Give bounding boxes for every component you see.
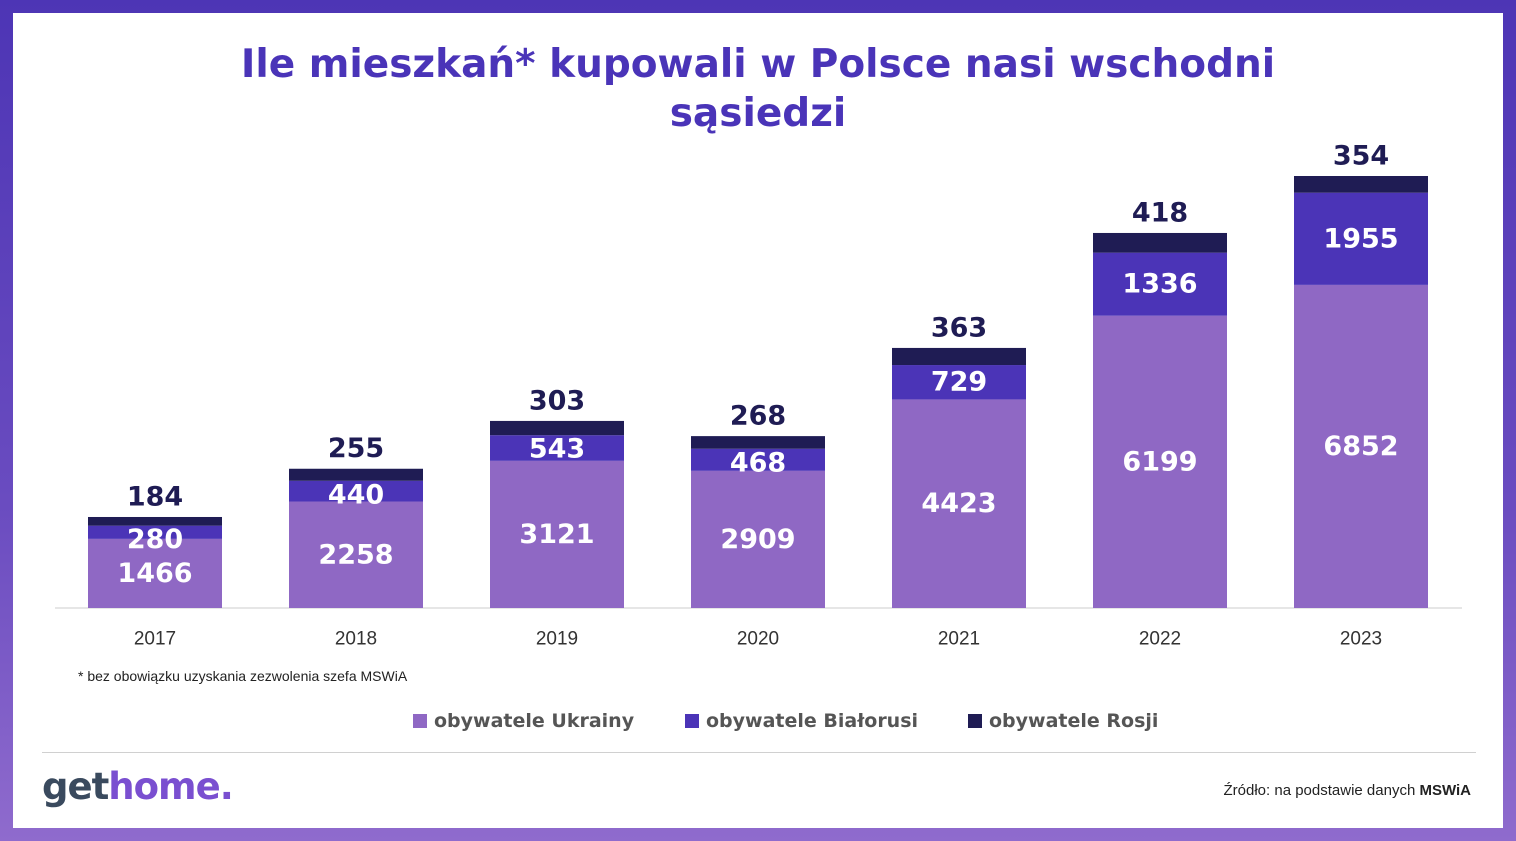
legend-swatch-ukraine xyxy=(413,714,427,728)
footer-divider xyxy=(42,752,1476,753)
footnote: * bez obowiązku uzyskania zezwolenia sze… xyxy=(78,668,408,684)
label-russia-2022: 418 xyxy=(1132,197,1188,228)
legend-swatch-russia xyxy=(968,714,982,728)
label-belarus-2023: 1955 xyxy=(1323,223,1398,254)
label-belarus-2020: 468 xyxy=(730,447,786,478)
source-note: Źródło: na podstawie danych MSWiA xyxy=(1224,782,1472,799)
x-tick-label-2017: 2017 xyxy=(134,629,176,650)
label-belarus-2022: 1336 xyxy=(1122,269,1197,300)
label-ukraine-2022: 6199 xyxy=(1122,446,1197,477)
bar-ukraine-2019 xyxy=(490,460,624,608)
bar-ukraine-2023 xyxy=(1294,284,1428,608)
label-ukraine-2023: 6852 xyxy=(1323,431,1398,462)
bar-ukraine-2020 xyxy=(691,470,825,608)
label-russia-2020: 268 xyxy=(730,401,786,432)
legend-swatch-belarus xyxy=(685,714,699,728)
x-tick-label-2021: 2021 xyxy=(938,629,980,650)
label-belarus-2019: 543 xyxy=(529,434,585,465)
label-ukraine-2021: 4423 xyxy=(921,488,996,519)
chart-title-text: Ile mieszkań* kupowali w Polsce nasi wsc… xyxy=(240,42,1276,136)
gethome-logo[interactable]: gethome. xyxy=(42,765,234,808)
legend-item-russia: obywatele Rosji xyxy=(968,710,1158,732)
bar-belarus-2017 xyxy=(88,525,222,539)
logo-part-home: home. xyxy=(108,765,233,808)
bar-russia-2020 xyxy=(691,436,825,449)
bar-belarus-2019 xyxy=(490,435,624,461)
source-name: MSWiA xyxy=(1419,782,1471,799)
bar-ukraine-2018 xyxy=(289,501,423,608)
chart-panel xyxy=(13,13,1503,828)
bar-russia-2019 xyxy=(490,420,624,436)
logo-part-get: get xyxy=(42,765,109,808)
legend-label-ukraine: obywatele Ukrainy xyxy=(434,710,635,732)
bar-ukraine-2017 xyxy=(88,538,222,608)
bar-belarus-2020 xyxy=(691,448,825,471)
bar-russia-2022 xyxy=(1093,232,1227,253)
legend-item-ukraine: obywatele Ukrainy xyxy=(413,710,634,732)
label-belarus-2017: 280 xyxy=(127,524,183,555)
bar-ukraine-2022 xyxy=(1093,315,1227,608)
x-tick-label-2022: 2022 xyxy=(1139,629,1181,650)
bar-belarus-2021 xyxy=(892,365,1026,400)
bar-belarus-2022 xyxy=(1093,252,1227,316)
bar-russia-2023 xyxy=(1294,176,1428,193)
x-tick-label-2018: 2018 xyxy=(335,629,377,650)
bar-ukraine-2021 xyxy=(892,399,1026,608)
label-ukraine-2018: 2258 xyxy=(318,539,393,570)
x-tick-label-2019: 2019 xyxy=(536,629,578,650)
label-russia-2019: 303 xyxy=(529,385,585,416)
bar-belarus-2018 xyxy=(289,480,423,502)
bar-russia-2021 xyxy=(892,347,1026,366)
bar-russia-2018 xyxy=(289,468,423,481)
label-belarus-2021: 729 xyxy=(931,367,987,398)
x-tick-label-2020: 2020 xyxy=(737,629,779,650)
legend-label-russia: obywatele Rosji xyxy=(989,710,1159,732)
label-russia-2017: 184 xyxy=(127,481,183,512)
bar-russia-2017 xyxy=(88,516,222,526)
label-russia-2021: 363 xyxy=(931,312,987,343)
source-prefix: Źródło: na podstawie danych xyxy=(1223,782,1416,799)
bar-belarus-2023 xyxy=(1294,192,1428,285)
label-ukraine-2020: 2909 xyxy=(720,524,795,555)
legend-item-belarus: obywatele Białorusi xyxy=(685,710,918,732)
label-russia-2023: 354 xyxy=(1333,141,1389,172)
chart-title: Ile mieszkań* kupowali w Polsce nasi wsc… xyxy=(0,40,1516,138)
label-ukraine-2017: 1466 xyxy=(117,558,192,589)
label-russia-2018: 255 xyxy=(328,433,384,464)
legend: obywatele Ukrainy obywatele Białorusi ob… xyxy=(0,710,1516,740)
label-belarus-2018: 440 xyxy=(328,479,384,510)
label-ukraine-2019: 3121 xyxy=(519,519,594,550)
legend-label-belarus: obywatele Białorusi xyxy=(706,710,919,732)
x-tick-label-2023: 2023 xyxy=(1340,629,1382,650)
